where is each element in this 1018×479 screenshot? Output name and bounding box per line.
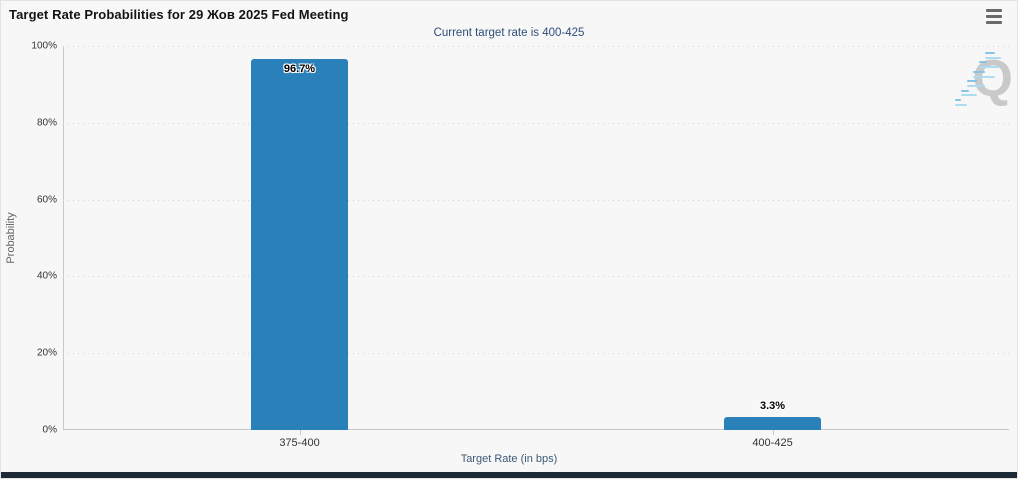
watermark-dash	[979, 66, 999, 69]
hamburger-menu-icon	[986, 21, 1002, 24]
chart-context-menu-button[interactable]	[986, 9, 1004, 24]
bar-value-label: 3.3%	[759, 400, 786, 412]
gridline	[63, 199, 1009, 201]
bar-value-label: 96.7%	[283, 63, 316, 75]
y-tick-label: 0%	[42, 424, 57, 436]
watermark-dash	[979, 61, 987, 64]
footer-bar	[1, 472, 1017, 478]
bar-400-425[interactable]	[724, 417, 821, 430]
x-axis-tick	[772, 430, 774, 435]
x-axis-tick	[299, 430, 301, 435]
watermark-q-logo: Q	[947, 51, 1015, 115]
watermark-dash	[985, 56, 1001, 59]
watermark-dash	[961, 89, 969, 92]
y-tick-label: 60%	[36, 194, 57, 206]
gridline	[63, 46, 1009, 47]
y-axis-title: Probability	[5, 212, 17, 264]
watermark-dash	[973, 75, 995, 78]
x-axis-title: Target Rate (in bps)	[460, 453, 558, 465]
gridline	[63, 122, 1009, 124]
x-category-label: 400-425	[752, 437, 793, 449]
watermark-dash	[967, 80, 977, 83]
y-tick-label: 100%	[31, 40, 57, 52]
watermark-dash	[961, 94, 977, 97]
x-axis-line	[63, 429, 1009, 430]
watermark-dash	[973, 70, 985, 73]
chart-title: Target Rate Probabilities for 29 Жов 202…	[9, 7, 349, 22]
hamburger-menu-icon	[986, 9, 1002, 12]
y-tick-label: 20%	[36, 347, 57, 359]
bar-375-400[interactable]	[251, 59, 348, 430]
watermark-dash	[985, 52, 995, 54]
watermark-dash	[967, 84, 985, 87]
gridline	[63, 276, 1009, 278]
watermark-dash	[955, 99, 961, 101]
gridline	[63, 353, 1009, 355]
chart-subtitle: Current target rate is 400-425	[433, 27, 585, 39]
plot-area: 100% 80% 60% 40% 20% 0% 96.7% 375-400 3.3% 400-42…	[31, 41, 1009, 449]
y-tick-label: 40%	[36, 270, 57, 282]
y-axis-line	[63, 46, 64, 430]
x-category-label: 375-400	[279, 437, 320, 449]
watermark-dash	[955, 103, 967, 106]
hamburger-menu-icon	[986, 15, 1002, 18]
y-tick-label: 80%	[36, 117, 57, 129]
